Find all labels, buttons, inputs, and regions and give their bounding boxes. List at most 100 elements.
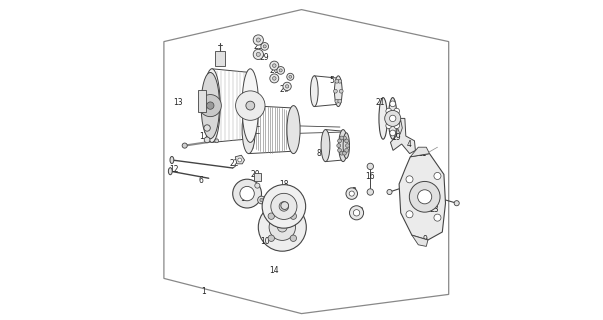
Ellipse shape (339, 130, 347, 162)
Circle shape (339, 89, 343, 93)
Text: 8: 8 (317, 149, 321, 158)
Circle shape (236, 91, 265, 120)
Ellipse shape (388, 98, 397, 139)
Circle shape (257, 196, 265, 204)
Circle shape (390, 101, 396, 107)
Circle shape (394, 123, 400, 129)
Circle shape (253, 49, 264, 60)
Circle shape (390, 130, 396, 136)
Text: 15: 15 (241, 194, 250, 203)
Text: 12: 12 (169, 165, 178, 174)
Circle shape (418, 190, 432, 204)
Circle shape (345, 139, 349, 143)
Circle shape (346, 188, 358, 199)
Circle shape (279, 202, 289, 211)
Text: 26: 26 (270, 66, 279, 75)
Text: 10: 10 (260, 237, 270, 246)
Circle shape (340, 136, 344, 140)
Text: 7: 7 (285, 85, 289, 94)
Circle shape (270, 61, 279, 70)
Circle shape (199, 95, 221, 117)
Ellipse shape (204, 69, 220, 142)
Text: 23: 23 (429, 205, 439, 214)
Circle shape (268, 235, 274, 241)
Circle shape (260, 198, 263, 202)
Polygon shape (410, 147, 429, 157)
Circle shape (406, 176, 413, 183)
Circle shape (434, 214, 441, 221)
Ellipse shape (242, 69, 259, 142)
Ellipse shape (343, 133, 350, 158)
Polygon shape (164, 10, 449, 314)
Text: 19: 19 (391, 133, 401, 142)
Circle shape (269, 214, 295, 240)
Circle shape (385, 110, 401, 126)
Circle shape (273, 64, 276, 68)
Circle shape (240, 186, 254, 201)
Circle shape (337, 144, 341, 148)
Circle shape (289, 76, 292, 78)
Ellipse shape (242, 106, 255, 154)
Circle shape (233, 179, 262, 208)
Circle shape (454, 201, 459, 206)
Text: 13: 13 (174, 98, 183, 107)
Text: 1: 1 (201, 287, 206, 296)
Circle shape (343, 136, 346, 140)
Text: 21: 21 (375, 98, 385, 107)
Circle shape (283, 82, 291, 91)
Text: 29: 29 (260, 53, 270, 62)
Circle shape (287, 73, 294, 80)
Circle shape (253, 35, 264, 45)
Text: 6: 6 (198, 176, 203, 185)
Ellipse shape (168, 168, 172, 175)
Polygon shape (198, 90, 206, 112)
Circle shape (271, 193, 297, 220)
Ellipse shape (379, 98, 387, 139)
Circle shape (182, 143, 188, 148)
Circle shape (349, 191, 355, 196)
Polygon shape (254, 173, 260, 181)
Circle shape (409, 181, 440, 212)
Circle shape (263, 45, 267, 48)
Ellipse shape (311, 76, 318, 107)
Circle shape (256, 52, 260, 56)
Text: 9: 9 (422, 236, 427, 244)
Circle shape (350, 206, 364, 220)
Circle shape (394, 108, 400, 114)
Circle shape (434, 172, 441, 180)
Circle shape (277, 222, 287, 232)
Ellipse shape (287, 106, 300, 154)
Text: 22: 22 (230, 159, 239, 168)
Circle shape (386, 123, 391, 129)
Ellipse shape (170, 156, 174, 164)
Text: 25: 25 (253, 42, 263, 51)
Circle shape (338, 139, 341, 143)
Circle shape (340, 151, 344, 155)
Ellipse shape (201, 73, 219, 139)
Circle shape (387, 189, 392, 195)
Text: 11: 11 (417, 149, 426, 158)
Circle shape (207, 102, 214, 109)
Text: 20: 20 (250, 170, 260, 179)
Circle shape (290, 213, 297, 220)
Circle shape (335, 79, 339, 83)
Circle shape (338, 99, 342, 103)
Circle shape (277, 67, 285, 74)
Circle shape (353, 210, 360, 216)
Circle shape (204, 125, 210, 131)
Polygon shape (412, 235, 428, 246)
Circle shape (338, 148, 341, 152)
Polygon shape (399, 154, 446, 240)
Text: 27: 27 (279, 85, 289, 94)
Text: 28: 28 (423, 194, 432, 203)
Circle shape (343, 151, 346, 155)
Circle shape (279, 69, 282, 72)
Polygon shape (397, 120, 402, 134)
Circle shape (386, 108, 391, 114)
Circle shape (268, 213, 274, 220)
Circle shape (338, 79, 342, 83)
Circle shape (204, 137, 210, 143)
Circle shape (261, 43, 268, 50)
Circle shape (281, 202, 289, 210)
Circle shape (367, 163, 373, 170)
